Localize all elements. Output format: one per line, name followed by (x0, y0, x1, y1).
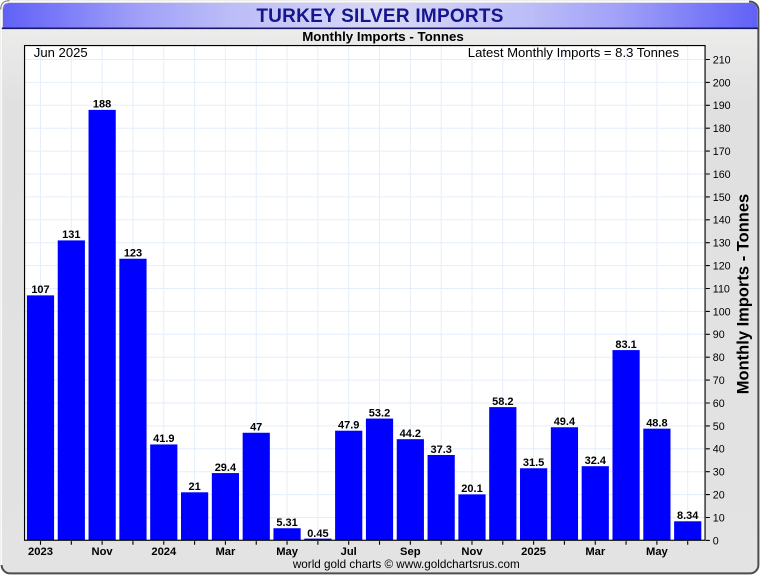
svg-text:210: 210 (713, 54, 731, 66)
svg-text:Jul: Jul (341, 546, 357, 558)
svg-text:2025: 2025 (521, 546, 546, 558)
svg-text:May: May (276, 546, 299, 558)
svg-text:53.2: 53.2 (369, 407, 390, 419)
svg-text:40: 40 (713, 444, 725, 456)
svg-text:90: 90 (713, 329, 725, 341)
svg-text:2024: 2024 (151, 546, 177, 558)
svg-text:31.5: 31.5 (523, 457, 544, 469)
svg-text:58.2: 58.2 (492, 396, 513, 408)
svg-text:20: 20 (713, 490, 725, 502)
svg-text:83.1: 83.1 (615, 339, 636, 351)
svg-text:8.34: 8.34 (677, 510, 699, 522)
svg-text:Monthly Imports - Tonnes: Monthly Imports - Tonnes (735, 194, 753, 394)
svg-text:Latest Monthly Imports = 8.3 T: Latest Monthly Imports = 8.3 Tonnes (468, 45, 680, 60)
svg-text:Nov: Nov (92, 546, 114, 558)
svg-text:29.4: 29.4 (215, 462, 237, 474)
svg-text:47: 47 (250, 422, 262, 434)
svg-text:world gold charts © www.goldch: world gold charts © www.goldchartsrus.co… (292, 558, 520, 571)
svg-text:60: 60 (713, 398, 725, 410)
svg-text:Mar: Mar (215, 546, 236, 558)
svg-text:41.9: 41.9 (153, 433, 174, 445)
svg-text:188: 188 (93, 99, 111, 111)
svg-text:70: 70 (713, 375, 725, 387)
svg-text:44.2: 44.2 (400, 428, 421, 440)
svg-text:Sep: Sep (400, 546, 421, 558)
svg-text:150: 150 (713, 192, 731, 204)
svg-text:47.9: 47.9 (338, 420, 359, 432)
svg-text:100: 100 (713, 306, 731, 318)
svg-text:170: 170 (713, 146, 731, 158)
svg-text:Mar: Mar (585, 546, 606, 558)
svg-text:50: 50 (713, 421, 725, 433)
svg-text:37.3: 37.3 (430, 444, 451, 456)
svg-text:80: 80 (713, 352, 725, 364)
svg-text:5.31: 5.31 (276, 517, 297, 529)
svg-text:160: 160 (713, 169, 731, 181)
svg-text:20.1: 20.1 (461, 483, 482, 495)
svg-text:107: 107 (31, 284, 49, 296)
svg-text:2023: 2023 (28, 546, 53, 558)
svg-text:Jun 2025: Jun 2025 (34, 45, 88, 60)
svg-text:120: 120 (713, 261, 731, 273)
svg-text:190: 190 (713, 100, 731, 112)
svg-text:180: 180 (713, 123, 731, 135)
svg-text:0.45: 0.45 (307, 528, 328, 540)
svg-text:200: 200 (713, 77, 731, 89)
svg-text:110: 110 (713, 283, 730, 295)
svg-text:May: May (646, 546, 669, 558)
svg-text:10: 10 (713, 512, 725, 524)
svg-text:130: 130 (713, 238, 731, 250)
svg-text:131: 131 (62, 229, 80, 241)
svg-text:TURKEY SILVER IMPORTS: TURKEY SILVER IMPORTS (256, 6, 503, 27)
svg-text:123: 123 (124, 248, 142, 260)
svg-text:48.8: 48.8 (646, 417, 667, 429)
svg-text:Monthly Imports - Tonnes: Monthly Imports - Tonnes (302, 29, 464, 44)
svg-text:30: 30 (713, 467, 725, 479)
svg-text:32.4: 32.4 (585, 455, 607, 467)
svg-text:140: 140 (713, 215, 731, 227)
svg-text:Nov: Nov (461, 546, 483, 558)
svg-text:21: 21 (188, 481, 200, 493)
svg-text:0: 0 (713, 535, 719, 547)
svg-text:49.4: 49.4 (554, 416, 576, 428)
